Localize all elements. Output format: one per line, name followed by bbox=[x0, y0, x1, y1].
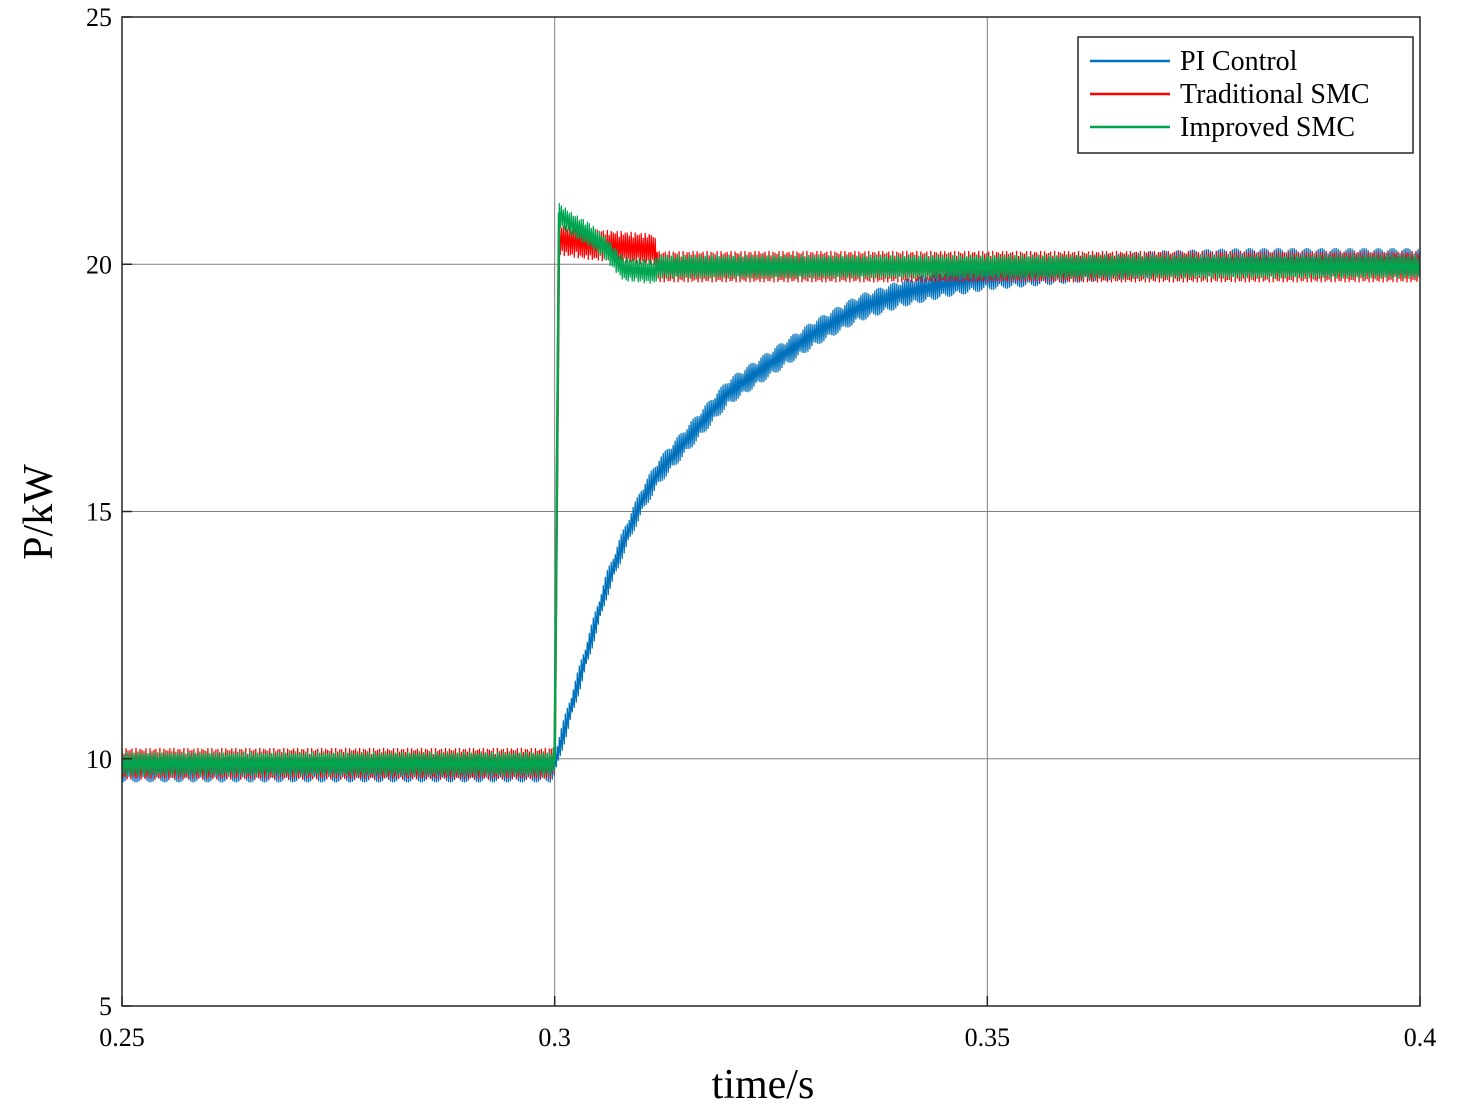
legend-label: PI Control bbox=[1180, 46, 1298, 77]
x-tick-label: 0.3 bbox=[538, 1023, 571, 1052]
y-tick-label: 10 bbox=[86, 745, 112, 774]
series-ripple bbox=[121, 203, 1421, 777]
x-axis-label: time/s bbox=[712, 1062, 815, 1108]
legend-label: Traditional SMC bbox=[1180, 79, 1370, 110]
y-tick-label: 5 bbox=[99, 992, 112, 1021]
y-tick-label: 25 bbox=[86, 3, 112, 32]
y-tick-label: 20 bbox=[86, 250, 112, 279]
series-lines bbox=[121, 203, 1421, 783]
x-tick-label: 0.4 bbox=[1404, 1023, 1437, 1052]
axis-ticks: 0.25 0.3 0.35 0.4 5 10 15 20 25 bbox=[86, 3, 1436, 1052]
series-line bbox=[122, 212, 1420, 765]
legend-label: Improved SMC bbox=[1180, 112, 1355, 143]
y-axis-label: P/kW bbox=[16, 464, 62, 560]
y-tick-label: 15 bbox=[86, 498, 112, 527]
x-tick-label: 0.35 bbox=[965, 1023, 1011, 1052]
x-tick-label: 0.25 bbox=[99, 1023, 145, 1052]
